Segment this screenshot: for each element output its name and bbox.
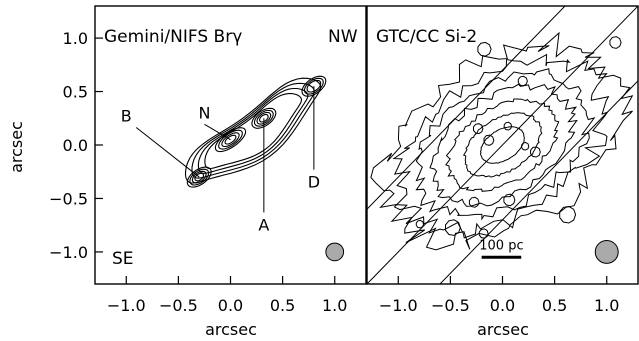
orientation-nw: NW	[328, 27, 358, 47]
contour-line	[479, 126, 525, 164]
x-tick-label: −1.0	[107, 296, 146, 315]
x-axis-label-left: arcsec	[205, 320, 257, 339]
contour-line	[194, 172, 205, 182]
y-tick-label: 0.0	[63, 136, 88, 155]
contour-line	[204, 93, 302, 170]
contour-noise	[477, 41, 492, 57]
contour-line	[224, 134, 237, 145]
contour-line	[251, 107, 277, 129]
contour-line	[189, 168, 210, 186]
knot-label: D	[308, 173, 320, 192]
contour-line	[303, 77, 324, 95]
contour-line	[253, 109, 274, 127]
contour-noise	[503, 193, 516, 207]
x-tick-label: 0.5	[270, 296, 295, 315]
contour-noise	[468, 196, 480, 208]
contour-line	[415, 68, 596, 221]
contour-line	[429, 83, 578, 207]
x-axis-label-right: arcsec	[477, 320, 529, 339]
contour-line	[462, 112, 543, 178]
contour-noise	[503, 121, 513, 131]
knot-label: A	[258, 215, 269, 234]
y-tick-label: 0.5	[63, 83, 88, 102]
contour-line	[214, 127, 247, 153]
contour-line	[256, 111, 272, 125]
slit-line	[367, 6, 566, 210]
x-tick-label: 1.0	[594, 296, 619, 315]
contour-line	[370, 31, 634, 251]
contour-line	[392, 53, 610, 239]
x-tick-label: 1.0	[322, 296, 347, 315]
contour-line	[259, 114, 269, 123]
contour-noise	[530, 146, 541, 158]
scale-bar-label: 100 pc	[479, 238, 523, 253]
contour-line	[191, 82, 315, 179]
panel-left-title: Gemini/NIFS Brγ	[104, 27, 242, 47]
x-tick-label: −1.0	[379, 296, 418, 315]
x-tick-label: 0.0	[218, 296, 243, 315]
x-tick-label: 0.5	[542, 296, 567, 315]
panel-right: GTC/CC Si-2 100 pc −1.0 −0.5 0.0 0.5 1.0 arc…	[366, 5, 639, 339]
contour-line	[445, 98, 560, 192]
contour-line	[301, 75, 327, 97]
x-tick-label: −0.5	[159, 296, 198, 315]
knot-annotations: B N A D	[121, 86, 320, 234]
panel-right-title: GTC/CC Si-2	[376, 27, 477, 47]
x-axis-ticks-right: −1.0 −0.5 0.0 0.5 1.0	[379, 276, 619, 315]
y-axis-label: arcsec	[7, 121, 26, 173]
x-tick-label: −0.5	[431, 296, 470, 315]
contour-noise	[559, 205, 577, 224]
y-tick-label: 1.0	[63, 29, 88, 48]
contours-right	[370, 31, 634, 251]
x-tick-label: 0.0	[490, 296, 515, 315]
y-tick-label: −1.0	[49, 243, 88, 262]
contour-line	[221, 132, 240, 148]
orientation-se: SE	[112, 249, 134, 269]
slit-line	[439, 80, 638, 284]
contour-line	[306, 79, 322, 93]
slit-lines	[367, 6, 638, 284]
contour-noise	[473, 123, 484, 135]
slit-line	[367, 6, 638, 284]
contour-line	[218, 129, 243, 150]
knot-leader	[204, 123, 231, 141]
contour-line	[186, 166, 212, 188]
contour-noise	[517, 75, 528, 87]
contours-left	[184, 75, 327, 188]
knot-label: N	[198, 103, 210, 122]
y-tick-label: −0.5	[49, 189, 88, 208]
contour-noise	[415, 219, 425, 229]
knot-leader	[135, 127, 200, 178]
contour-line	[191, 170, 207, 184]
y-axis-ticks: 1.0 0.5 0.0 −0.5 −1.0	[49, 29, 103, 262]
panel-left: B N A D Gemini/NIFS Brγ NW SE 1.0 0.5 0.0 −0.5…	[49, 5, 367, 339]
x-axis-ticks-left: −1.0 −0.5 0.0 0.5 1.0	[107, 276, 347, 315]
knot-label: B	[121, 106, 132, 125]
contour-noise	[609, 36, 622, 49]
beam-marker-right	[594, 239, 619, 264]
contour-noise	[483, 134, 495, 146]
beam-marker-left	[325, 242, 345, 262]
contour-noise	[445, 219, 461, 236]
contour-noise	[521, 141, 530, 151]
